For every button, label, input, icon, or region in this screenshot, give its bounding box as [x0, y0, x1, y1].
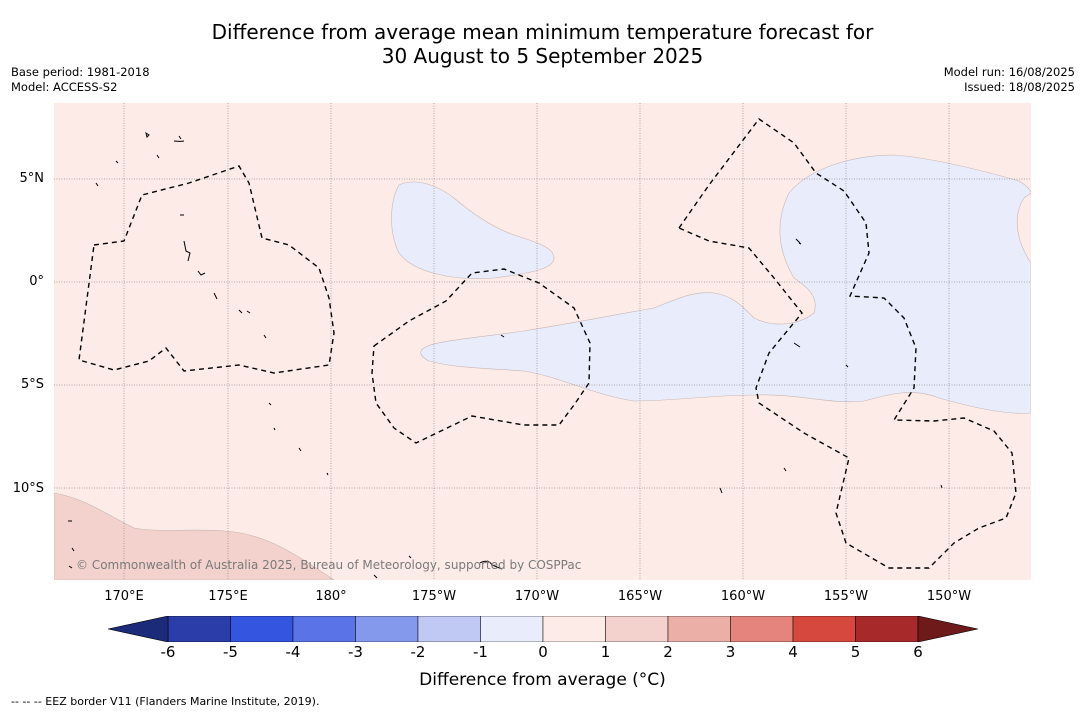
colorbar-cell	[542, 616, 606, 642]
eez-borders	[78, 118, 1017, 569]
colorbar-cell	[417, 616, 481, 642]
colorbar-tick-label: 4	[788, 643, 798, 661]
model-name: Model: ACCESS-S2	[11, 79, 118, 94]
lat-label: 0°	[29, 274, 44, 289]
colorbar-cell	[855, 616, 919, 642]
map-svg	[53, 103, 1032, 581]
lon-label: 150°W	[926, 589, 972, 604]
colorbar-cell	[480, 616, 544, 642]
colorbar-title: Difference from average (°C)	[419, 670, 666, 690]
lat-label: 10°S	[12, 481, 44, 496]
title-line-1: Difference from average mean minimum tem…	[211, 20, 874, 44]
colorbar-tick-label: -4	[285, 643, 301, 661]
map-panel	[53, 103, 1032, 581]
lon-label: 175°E	[208, 589, 248, 604]
title-line-2: 30 August to 5 September 2025	[381, 44, 704, 68]
lon-label: 170°E	[104, 589, 144, 604]
eez-footnote: -- -- -- EEZ border V11 (Flanders Marine…	[11, 695, 320, 708]
lon-label: 165°W	[617, 589, 663, 604]
copyright-notice: © Commonwealth of Australia 2025, Bureau…	[76, 558, 582, 572]
colorbar-cell	[355, 616, 419, 642]
colorbar-cell	[792, 616, 856, 642]
lat-label: 5°N	[19, 171, 45, 186]
colorbar-cells	[167, 616, 919, 642]
colorbar-over-arrow	[917, 616, 978, 642]
colorbar-tick-label: 5	[850, 643, 861, 661]
islands	[68, 131, 943, 579]
colorbar-tick-label: 2	[663, 643, 673, 661]
cool-anomaly-region-2	[420, 154, 1032, 414]
cool-anomaly-region-1	[391, 181, 555, 279]
colorbar-cell	[605, 616, 669, 642]
colorbar-under-arrow	[108, 616, 169, 642]
colorbar-cell	[292, 616, 356, 642]
colorbar-tick-label: 0	[538, 643, 548, 661]
colorbar-tick-label: -5	[223, 643, 238, 661]
colorbar-cell	[730, 616, 794, 642]
lon-label: 175°W	[411, 589, 457, 604]
colorbar-cell	[667, 616, 731, 642]
meta-right: Model run: 16/08/2025 Issued: 18/08/2025	[944, 65, 1075, 94]
lat-label: 5°S	[20, 377, 44, 392]
colorbar	[108, 616, 978, 642]
colorbar-cell	[167, 616, 231, 642]
lon-label: 170°W	[514, 589, 560, 604]
colorbar-tick-label: 1	[600, 643, 611, 661]
base-period: Base period: 1981-2018	[11, 65, 150, 79]
chart-title: Difference from average mean minimum tem…	[0, 20, 1085, 68]
model-run: Model run: 16/08/2025	[943, 65, 1075, 79]
meta-left: Base period: 1981-2018 Model: ACCESS-S2	[11, 65, 150, 94]
lon-label: 180°	[315, 589, 347, 604]
lon-label: 160°W	[720, 589, 766, 604]
colorbar-tick-label: -3	[348, 643, 363, 661]
issued-date: Issued: 18/08/2025	[964, 79, 1075, 94]
graticule	[54, 103, 1031, 580]
colorbar-cell	[230, 616, 294, 642]
lon-label: 155°W	[823, 589, 869, 604]
colorbar-tick-label: -1	[473, 643, 488, 661]
colorbar-tick-label: -6	[160, 643, 176, 661]
colorbar-tick-label: -2	[410, 643, 426, 661]
colorbar-tick-label: 3	[725, 643, 736, 661]
colorbar-tick-label: 6	[913, 643, 923, 661]
